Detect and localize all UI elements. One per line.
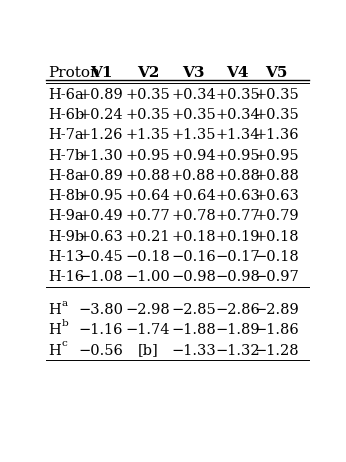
Text: −1.16: −1.16 (79, 323, 123, 337)
Text: −0.98: −0.98 (171, 270, 216, 284)
Text: +0.35: +0.35 (171, 108, 216, 122)
Text: +0.88: +0.88 (254, 169, 299, 183)
Text: −0.18: −0.18 (126, 250, 170, 264)
Text: +0.95: +0.95 (254, 149, 299, 163)
Text: −1.74: −1.74 (126, 323, 170, 337)
Text: −2.85: −2.85 (171, 303, 216, 317)
Text: H-7a: H-7a (48, 128, 84, 142)
Text: −1.88: −1.88 (171, 323, 216, 337)
Text: V1: V1 (90, 66, 112, 80)
Text: V3: V3 (182, 66, 205, 80)
Text: +0.49: +0.49 (79, 209, 123, 224)
Text: −1.32: −1.32 (215, 344, 260, 358)
Text: −0.97: −0.97 (254, 270, 299, 284)
Text: −1.08: −1.08 (79, 270, 123, 284)
Text: +0.64: +0.64 (126, 189, 170, 203)
Text: −0.17: −0.17 (215, 250, 260, 264)
Text: H-6b: H-6b (48, 108, 85, 122)
Text: +0.77: +0.77 (126, 209, 170, 224)
Text: +0.89: +0.89 (79, 169, 123, 183)
Text: +0.95: +0.95 (126, 149, 170, 163)
Text: +0.24: +0.24 (79, 108, 123, 122)
Text: H-13: H-13 (48, 250, 85, 264)
Text: V2: V2 (137, 66, 159, 80)
Text: +0.89: +0.89 (79, 88, 123, 102)
Text: H: H (48, 344, 61, 358)
Text: +0.94: +0.94 (171, 149, 216, 163)
Text: +0.19: +0.19 (216, 230, 260, 244)
Text: −1.28: −1.28 (254, 344, 299, 358)
Text: −3.80: −3.80 (79, 303, 124, 317)
Text: −0.16: −0.16 (171, 250, 216, 264)
Text: H: H (48, 303, 61, 317)
Text: −0.18: −0.18 (254, 250, 299, 264)
Text: +1.30: +1.30 (79, 149, 123, 163)
Text: +0.88: +0.88 (215, 169, 260, 183)
Text: −2.86: −2.86 (215, 303, 260, 317)
Text: [b]: [b] (137, 344, 158, 358)
Text: +0.18: +0.18 (171, 230, 216, 244)
Text: +0.35: +0.35 (126, 88, 170, 102)
Text: +0.18: +0.18 (254, 230, 299, 244)
Text: c: c (62, 339, 67, 348)
Text: +0.79: +0.79 (254, 209, 299, 224)
Text: +0.34: +0.34 (171, 88, 216, 102)
Text: H-8b: H-8b (48, 189, 85, 203)
Text: +0.63: +0.63 (254, 189, 299, 203)
Text: +0.35: +0.35 (215, 88, 260, 102)
Text: +0.34: +0.34 (215, 108, 260, 122)
Text: +0.63: +0.63 (215, 189, 260, 203)
Text: V4: V4 (226, 66, 249, 80)
Text: +1.34: +1.34 (216, 128, 260, 142)
Text: Proton: Proton (48, 66, 100, 80)
Text: −1.33: −1.33 (171, 344, 216, 358)
Text: −2.98: −2.98 (126, 303, 170, 317)
Text: +0.77: +0.77 (215, 209, 260, 224)
Text: H-6a: H-6a (48, 88, 84, 102)
Text: +1.35: +1.35 (126, 128, 170, 142)
Text: −2.89: −2.89 (254, 303, 299, 317)
Text: +0.35: +0.35 (254, 88, 299, 102)
Text: −0.56: −0.56 (79, 344, 123, 358)
Text: +0.64: +0.64 (171, 189, 216, 203)
Text: H-8a: H-8a (48, 169, 84, 183)
Text: +0.88: +0.88 (125, 169, 170, 183)
Text: b: b (62, 319, 68, 328)
Text: +1.26: +1.26 (79, 128, 123, 142)
Text: +0.78: +0.78 (171, 209, 216, 224)
Text: −0.98: −0.98 (215, 270, 260, 284)
Text: +0.35: +0.35 (254, 108, 299, 122)
Text: −1.86: −1.86 (254, 323, 299, 337)
Text: H-7b: H-7b (48, 149, 85, 163)
Text: H-9b: H-9b (48, 230, 85, 244)
Text: +1.35: +1.35 (171, 128, 216, 142)
Text: a: a (62, 299, 67, 308)
Text: +0.95: +0.95 (215, 149, 260, 163)
Text: +0.88: +0.88 (171, 169, 216, 183)
Text: H-9a: H-9a (48, 209, 84, 224)
Text: +0.95: +0.95 (79, 189, 123, 203)
Text: +0.63: +0.63 (79, 230, 123, 244)
Text: +0.21: +0.21 (126, 230, 170, 244)
Text: −1.89: −1.89 (215, 323, 260, 337)
Text: −0.45: −0.45 (79, 250, 123, 264)
Text: H: H (48, 323, 61, 337)
Text: V5: V5 (265, 66, 288, 80)
Text: +0.35: +0.35 (126, 108, 170, 122)
Text: H-16: H-16 (48, 270, 85, 284)
Text: −1.00: −1.00 (126, 270, 170, 284)
Text: +1.36: +1.36 (254, 128, 299, 142)
